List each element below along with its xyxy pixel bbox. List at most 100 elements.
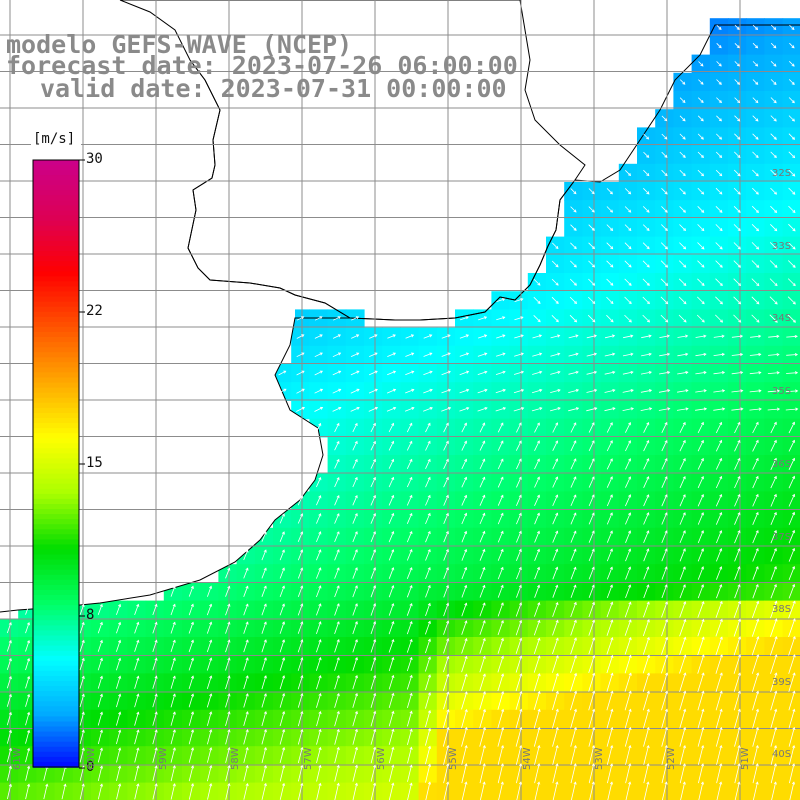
wind-arrow (459, 388, 470, 394)
wind-arrow (588, 548, 595, 562)
wind-arrow (386, 388, 397, 394)
wind-arrow (625, 170, 632, 177)
wind-cell (364, 436, 383, 456)
colorbar-step (33, 377, 79, 384)
wind-arrow (715, 600, 723, 618)
wind-arrow (624, 619, 632, 636)
wind-arrow (297, 657, 304, 671)
wind-arrow (515, 637, 523, 654)
wind-arrow (552, 476, 559, 488)
wind-arrow (569, 278, 577, 286)
wind-arrow (697, 744, 705, 765)
wind-arrow (767, 407, 781, 411)
wind-arrow (695, 334, 707, 338)
wind-arrow (716, 781, 723, 800)
wind-arrow (497, 566, 504, 580)
wind-arrow (461, 440, 467, 451)
colorbar-step (33, 225, 79, 232)
wind-arrow (534, 422, 540, 433)
wind-arrow (515, 440, 522, 451)
wind-arrow (751, 314, 760, 323)
wind-arrow (370, 638, 377, 653)
wind-arrow (425, 620, 431, 635)
wind-arrow (788, 493, 796, 507)
wind-arrow (387, 352, 397, 357)
wind-arrow (533, 726, 541, 747)
wind-cell (473, 418, 492, 438)
wind-arrow (551, 260, 559, 268)
wind-arrow (443, 530, 449, 543)
wind-arrow (769, 260, 778, 268)
wind-arrow (334, 458, 340, 469)
wind-arrow (387, 334, 396, 339)
wind-cell (782, 145, 800, 165)
wind-arrow (715, 457, 723, 470)
colorbar-step (33, 185, 79, 192)
wind-arrow (206, 603, 213, 616)
wind-arrow (170, 639, 176, 653)
wind-arrow (679, 530, 686, 544)
wind-arrow (695, 352, 707, 357)
colorbar-step (33, 372, 79, 379)
wind-arrow (734, 781, 741, 800)
colorbar-step (33, 266, 79, 273)
wind-arrow (788, 726, 796, 747)
wind-cell (546, 436, 565, 456)
wind-arrow (514, 334, 524, 339)
colorbar-step (33, 311, 79, 318)
wind-arrow (461, 673, 468, 691)
wind-arrow (624, 654, 632, 674)
wind-arrow (188, 765, 195, 782)
wind-arrow (659, 352, 671, 357)
wind-arrow (243, 657, 249, 671)
wind-arrow (715, 260, 723, 268)
wind-arrow (788, 618, 796, 638)
wind-arrow (679, 708, 687, 729)
wind-arrow (625, 584, 632, 599)
wind-arrow (352, 422, 358, 433)
wind-arrow (733, 600, 741, 619)
wind-arrow (425, 566, 431, 580)
wind-arrow (733, 618, 741, 637)
wind-arrow (734, 493, 741, 507)
wind-cell (782, 291, 800, 310)
colorbar-step (33, 524, 79, 531)
colorbar-step (33, 463, 79, 470)
colorbar-step (33, 615, 79, 622)
wind-arrow (261, 603, 267, 616)
wind-arrow (423, 406, 433, 412)
wind-arrow (461, 763, 468, 784)
wind-arrow (770, 726, 778, 747)
wind-arrow (697, 115, 704, 122)
wind-arrow (370, 710, 377, 727)
wind-arrow (770, 529, 777, 544)
wind-arrow (370, 746, 377, 764)
wind-cell (637, 436, 656, 456)
wind-arrow (659, 334, 670, 338)
wind-cell (764, 418, 784, 438)
wind-arrow (441, 388, 452, 394)
wind-arrow (731, 334, 744, 338)
wind-arrow (261, 549, 267, 561)
wind-arrow (570, 726, 577, 747)
wind-arrow (350, 370, 360, 376)
wind-arrow (170, 765, 176, 782)
wind-arrow (334, 603, 340, 616)
wind-arrow (314, 388, 324, 394)
wind-arrow (497, 620, 504, 636)
colorbar-step (33, 190, 79, 197)
wind-arrow (733, 242, 741, 250)
wind-arrow (533, 296, 541, 304)
wind-arrow (624, 636, 632, 655)
wind-arrow (388, 494, 395, 506)
wind-arrow (279, 585, 285, 598)
wind-arrow (477, 407, 488, 412)
wind-arrow (588, 763, 595, 784)
wind-arrow (625, 458, 631, 470)
wind-arrow (297, 693, 304, 708)
wind-arrow (570, 566, 577, 580)
wind-cell (436, 436, 456, 456)
wind-arrow (297, 603, 304, 616)
wind-arrow (786, 334, 798, 339)
wind-arrow (770, 708, 778, 729)
